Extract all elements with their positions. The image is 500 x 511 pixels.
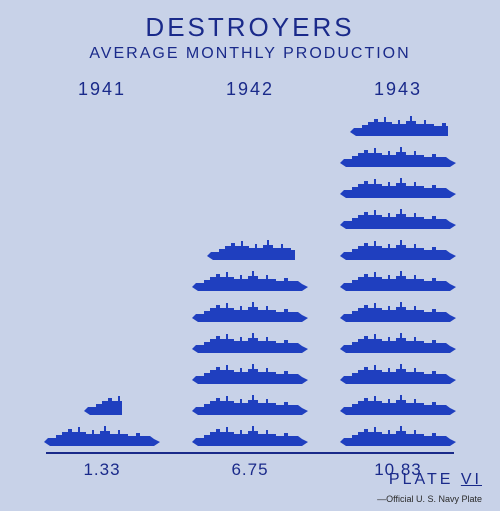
- pictogram-column-1941: [28, 389, 176, 448]
- year-label: 1941: [28, 79, 176, 100]
- destroyer-icon: [338, 265, 458, 293]
- destroyer-icon: [348, 110, 448, 138]
- destroyer-icon: [190, 389, 310, 417]
- destroyer-icon: [42, 420, 162, 448]
- destroyer-icon: [190, 420, 310, 448]
- ship-unit: [338, 296, 458, 324]
- ship-unit: [190, 265, 310, 293]
- ship-unit: [338, 203, 458, 231]
- value-label: 6.75: [176, 460, 324, 480]
- year-label: 1943: [324, 79, 472, 100]
- ship-unit: [338, 265, 458, 293]
- destroyer-icon: [190, 265, 310, 293]
- ship-unit: [338, 389, 458, 417]
- pictogram-column-1943: [324, 110, 472, 448]
- ship-unit-partial: [205, 234, 295, 262]
- destroyer-icon: [338, 296, 458, 324]
- ship-unit: [338, 420, 458, 448]
- ship-unit: [190, 296, 310, 324]
- ship-unit: [42, 420, 162, 448]
- ship-unit: [338, 358, 458, 386]
- ship-unit: [190, 389, 310, 417]
- destroyer-icon: [338, 389, 458, 417]
- destroyer-icon: [338, 141, 458, 169]
- plate-page: DESTROYERS AVERAGE MONTHLY PRODUCTION 19…: [0, 0, 500, 511]
- destroyer-icon: [338, 358, 458, 386]
- plate-number: PLATE VI: [389, 471, 482, 489]
- plate-roman: VI: [461, 471, 482, 488]
- value-label: 1.33: [28, 460, 176, 480]
- destroyer-icon: [82, 389, 122, 417]
- pictogram-column-1942: [176, 234, 324, 448]
- destroyer-icon: [338, 420, 458, 448]
- year-label: 1942: [176, 79, 324, 100]
- destroyer-icon: [190, 327, 310, 355]
- pictogram-chart: [18, 108, 482, 448]
- destroyer-icon: [190, 296, 310, 324]
- ship-unit: [338, 172, 458, 200]
- destroyer-icon: [190, 358, 310, 386]
- ship-unit: [338, 234, 458, 262]
- ship-unit: [190, 358, 310, 386]
- chart-title: DESTROYERS: [18, 12, 482, 43]
- ship-unit-partial: [82, 389, 122, 417]
- image-credit: —Official U. S. Navy Plate: [377, 494, 482, 504]
- destroyer-icon: [338, 172, 458, 200]
- ship-unit: [190, 327, 310, 355]
- chart-baseline: [46, 452, 454, 454]
- chart-subtitle: AVERAGE MONTHLY PRODUCTION: [18, 45, 482, 63]
- destroyer-icon: [205, 234, 295, 262]
- destroyer-icon: [338, 234, 458, 262]
- destroyer-icon: [338, 203, 458, 231]
- year-axis: 1941 1942 1943: [18, 79, 482, 100]
- ship-unit: [338, 327, 458, 355]
- ship-unit-partial: [348, 110, 448, 138]
- ship-unit: [190, 420, 310, 448]
- ship-unit: [338, 141, 458, 169]
- destroyer-icon: [338, 327, 458, 355]
- plate-label: PLATE: [389, 471, 454, 488]
